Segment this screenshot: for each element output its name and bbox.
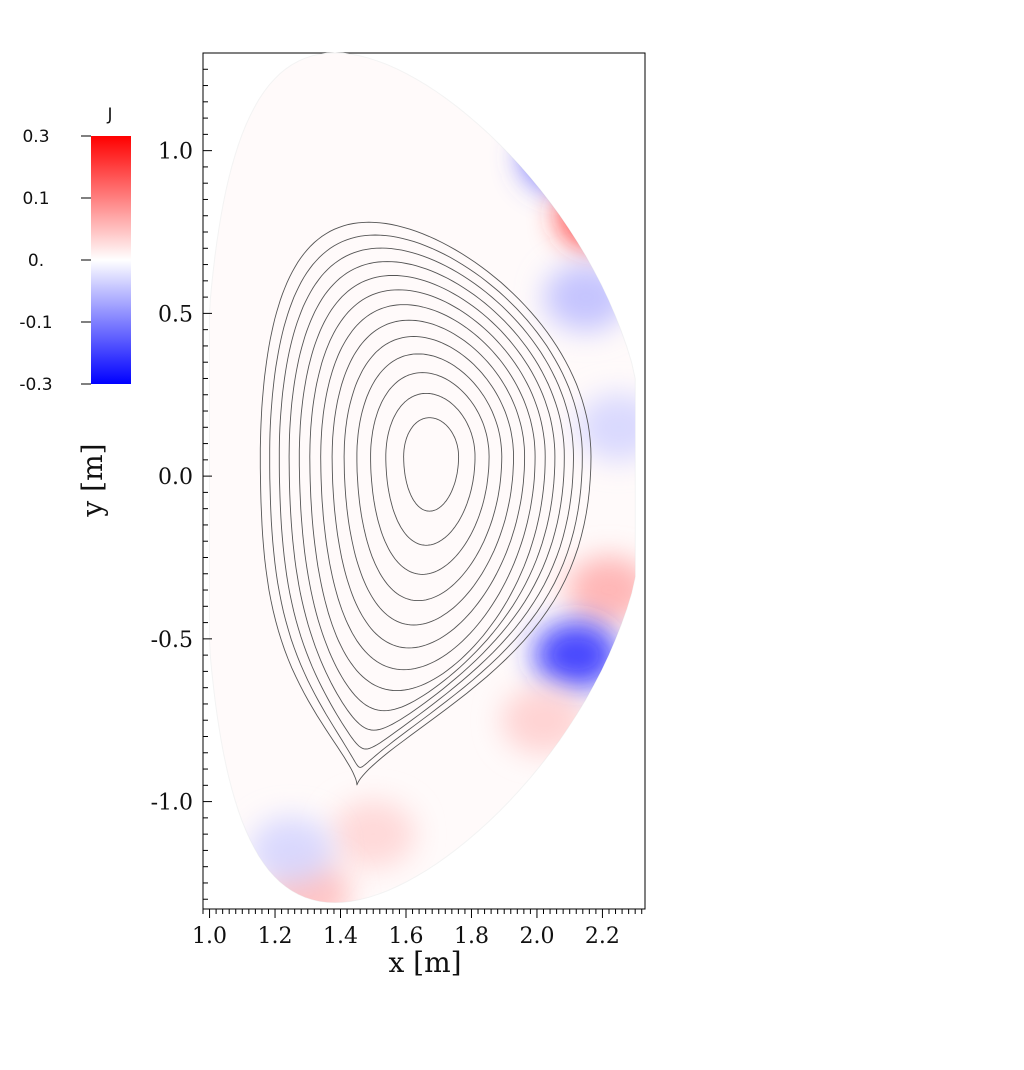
flux-contour (343, 336, 514, 626)
x-tick-label: 1.6 (388, 924, 423, 949)
x-tick-label: 1.0 (192, 924, 227, 949)
field-patch (576, 393, 636, 462)
x-tick-label: 2.2 (585, 924, 620, 949)
y-axis-title: y [m] (76, 443, 109, 517)
flux-surface-contours (259, 221, 592, 786)
y-tick-label: 0.0 (158, 465, 193, 490)
y-tick-label: -1.0 (151, 791, 193, 816)
x-axis: 1.0 1.2 1.4 1.6 1.8 2.0 2.2 (192, 909, 643, 949)
colorbar-tick-label: -0.1 (19, 313, 52, 333)
colorbar-tick-label: 0.1 (22, 189, 49, 209)
flux-contour (288, 261, 565, 731)
field-patch (331, 800, 416, 869)
flux-contour (269, 234, 583, 768)
y-tick-label: 1.0 (158, 140, 193, 165)
colorbar-tick-label: 0.3 (22, 127, 49, 147)
x-tick-label: 2.0 (519, 924, 554, 949)
flux-contour (370, 372, 490, 575)
x-tick-label: 1.8 (454, 924, 489, 949)
flux-contour (278, 247, 574, 750)
flux-contour (356, 353, 503, 602)
colorbar: J 0.3 0.1 0. -0.1 -0.3 (19, 105, 131, 395)
flux-contour (259, 221, 592, 786)
x-axis-title: x [m] (388, 946, 461, 979)
y-axis: 1.0 0.5 0.0 -0.5 -1.0 (151, 52, 212, 900)
x-tick-label: 1.2 (258, 924, 293, 949)
colorbar-tick-label: 0. (28, 251, 44, 271)
flux-contour (309, 289, 546, 692)
x-tick-label: 1.4 (323, 924, 358, 949)
field-patch (249, 816, 334, 885)
colorbar-gradient (91, 136, 131, 384)
y-tick-label: -0.5 (151, 628, 193, 653)
y-tick-label: 0.5 (158, 302, 193, 327)
colorbar-tick-label: -0.3 (19, 375, 52, 395)
field-patch (534, 621, 619, 690)
colorbar-title: J (106, 105, 112, 125)
flux-contour (385, 392, 476, 546)
flux-contour (403, 417, 460, 512)
flux-contour (331, 319, 526, 649)
colorbar-ticks: 0.3 0.1 0. -0.1 -0.3 (19, 127, 91, 395)
flux-contour (298, 274, 556, 712)
flux-contour (320, 304, 536, 671)
